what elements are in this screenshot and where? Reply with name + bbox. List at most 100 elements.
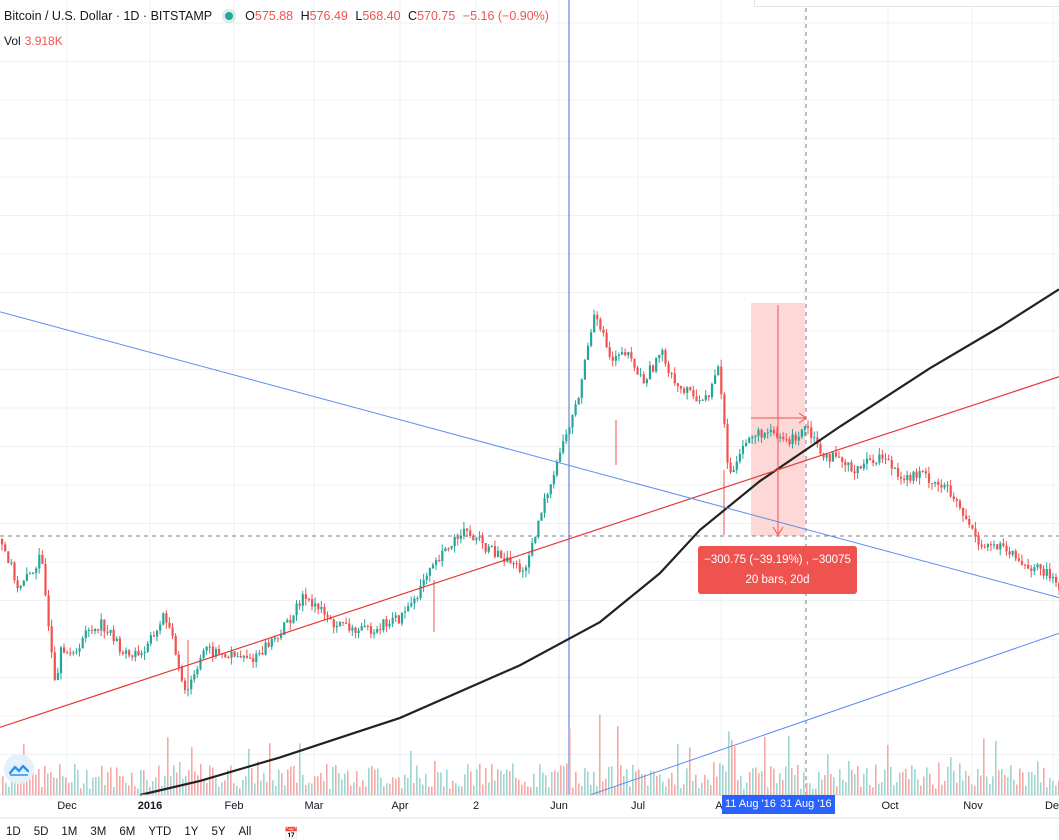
candle-body (754, 436, 757, 438)
volume-bar (320, 772, 322, 795)
volume-bar (8, 786, 10, 795)
candle-body (645, 379, 648, 384)
volume-bar (41, 786, 43, 795)
volume-bar (659, 774, 661, 795)
volume-bar (296, 782, 298, 795)
volume-bar (860, 786, 862, 795)
volume-bar (44, 766, 46, 795)
candle-body (63, 647, 66, 653)
date-range-end-label: 31 Aug '16 (777, 795, 835, 814)
candle-body (94, 628, 97, 632)
candle-body (236, 656, 239, 658)
candle-body (1027, 564, 1030, 569)
volume-bar (380, 777, 382, 795)
volume-bar (323, 781, 325, 795)
candle-body (320, 607, 323, 610)
range-all-button[interactable]: All (238, 826, 252, 838)
volume-bar (218, 786, 220, 795)
candle-body (568, 427, 571, 435)
candle-body (822, 453, 825, 458)
candle-body (534, 536, 537, 543)
range-5y-button[interactable]: 5Y (211, 826, 226, 838)
candle-body (912, 471, 915, 481)
volume-bar (197, 775, 199, 795)
volume-bar (287, 769, 289, 795)
range-1y-button[interactable]: 1Y (184, 826, 199, 838)
calendar-icon[interactable]: 📅 (284, 828, 299, 840)
candle-body (590, 332, 593, 346)
volume-bar (989, 784, 991, 795)
volume-bar (1001, 768, 1003, 795)
volume-bar (245, 776, 247, 795)
volume-bar (758, 773, 760, 795)
range-1m-button[interactable]: 1M (61, 826, 78, 838)
volume-bar (770, 766, 772, 795)
candle-body (366, 625, 369, 627)
candle-body (605, 332, 608, 348)
volume-bar (644, 774, 646, 795)
volume-bar (1043, 767, 1045, 795)
volume-bar (839, 768, 841, 795)
volume-bar (527, 786, 529, 795)
candle-body (720, 366, 723, 395)
candle-body (583, 359, 586, 380)
volume-bar (929, 773, 931, 795)
tradingview-logo-icon[interactable] (4, 754, 34, 784)
volume-bar (167, 737, 169, 795)
volume-bar (98, 776, 100, 795)
range-ytd-button[interactable]: YTD (148, 826, 172, 838)
candle-body (838, 456, 841, 458)
volume-bar (176, 772, 178, 795)
candle-body (41, 554, 44, 564)
candle-body (44, 563, 47, 596)
volume-bar (782, 779, 784, 795)
candle-body (763, 433, 766, 438)
range-3m-button[interactable]: 3M (90, 826, 107, 838)
candle-body (1036, 564, 1039, 568)
volume-bar (752, 768, 754, 795)
volume-bar (551, 771, 553, 795)
range-1d-button[interactable]: 1D (6, 826, 21, 838)
candle-body (354, 627, 357, 633)
candle-body (35, 568, 38, 573)
x-tick-label: Apr (391, 800, 408, 812)
candle-body (363, 625, 366, 627)
candle-body (844, 462, 847, 466)
measure-price-change: −300.75 (−39.19%) , −30075 (704, 554, 851, 566)
volume-bar (206, 782, 208, 795)
candle-body (785, 439, 788, 441)
symbol-title[interactable]: Bitcoin / U.S. Dollar · 1D · BITSTAMP (4, 9, 213, 23)
volume-bar (986, 776, 988, 795)
candle-body (772, 429, 776, 434)
candle-body (326, 615, 329, 617)
volume-bar (1025, 785, 1027, 795)
volume-value: 3.918K (24, 34, 63, 48)
volume-bar (134, 786, 136, 795)
range-6m-button[interactable]: 6M (119, 826, 136, 838)
volume-bar (65, 777, 67, 795)
volume-bar (1052, 780, 1054, 795)
volume-bar (701, 782, 703, 795)
candle-body (227, 657, 230, 659)
candle-body (1008, 551, 1011, 555)
volume-bar (605, 778, 607, 795)
volume-bar (875, 764, 877, 795)
volume-bar (377, 768, 379, 795)
volume-bar (668, 778, 670, 795)
candle-body (686, 387, 689, 393)
volume-bar (662, 781, 664, 795)
volume-bar (389, 783, 391, 795)
candle-body (431, 564, 435, 569)
candle-body (230, 651, 233, 658)
volume-bar (992, 776, 994, 795)
volume-bar (470, 771, 472, 795)
candle-body (977, 536, 980, 545)
candle-body (180, 667, 183, 681)
candle-body (425, 575, 428, 580)
candle-body (245, 655, 249, 658)
candle-body (125, 650, 128, 654)
volume-bar (767, 787, 769, 795)
range-5d-button[interactable]: 5D (33, 826, 49, 838)
volume-bar (233, 783, 235, 795)
